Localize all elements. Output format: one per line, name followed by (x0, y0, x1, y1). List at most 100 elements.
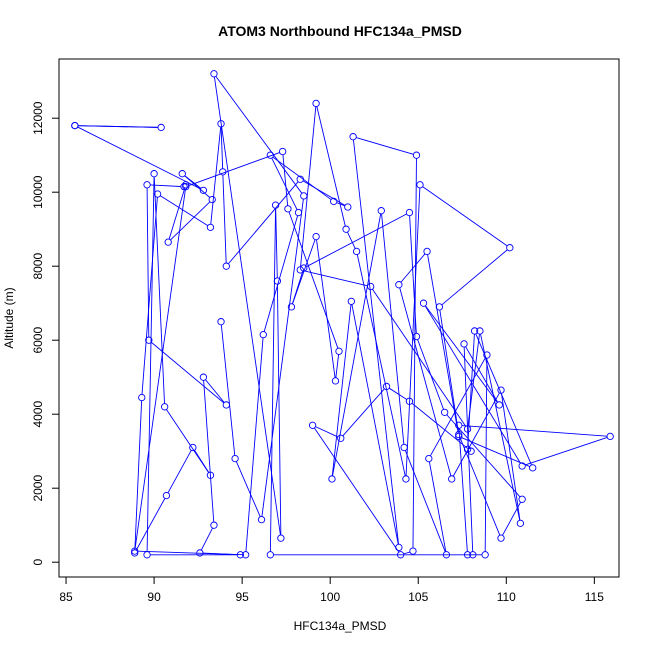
data-point (470, 327, 479, 335)
data-point (277, 534, 285, 542)
series-segment (342, 388, 385, 437)
data-point (196, 549, 204, 557)
data-point (271, 201, 280, 209)
series-segment (427, 254, 459, 434)
series-segment (222, 175, 227, 264)
series-segment (288, 211, 339, 349)
data-point (395, 281, 403, 289)
series-segment (150, 341, 225, 404)
data-point (330, 197, 338, 206)
data-point (405, 397, 414, 405)
data-point (405, 208, 414, 217)
series-segment (475, 333, 532, 466)
y-tick-label: 4000 (31, 401, 45, 428)
data-point (412, 151, 421, 159)
data-point (435, 303, 444, 311)
data-point (284, 205, 292, 213)
series-segment (291, 270, 304, 304)
data-point (516, 519, 525, 527)
data-point (460, 340, 468, 348)
data-point (157, 123, 165, 132)
data-point (300, 264, 308, 272)
data-point (222, 401, 230, 409)
data-point (217, 318, 225, 326)
data-point (131, 547, 139, 555)
series-segment (525, 436, 608, 466)
data-point (145, 336, 153, 344)
y-tick-label: 12000 (31, 101, 45, 135)
data-point (352, 247, 361, 256)
series-segment (347, 231, 356, 249)
data-point (400, 443, 408, 452)
series-segment (282, 154, 289, 206)
data-point (278, 147, 287, 156)
data-point (448, 475, 456, 483)
data-point (419, 299, 428, 307)
series-segment (461, 425, 608, 437)
series-segment (205, 379, 225, 403)
series-segment (399, 287, 452, 476)
series-segment (200, 527, 213, 551)
data-point (199, 186, 208, 195)
data-point (395, 543, 403, 552)
data-point (217, 120, 225, 128)
data-point (182, 182, 190, 191)
data-point (182, 181, 190, 189)
data-point (296, 175, 304, 183)
series-points (71, 70, 614, 559)
data-point (210, 521, 218, 529)
data-point (206, 223, 215, 232)
data-point (441, 408, 449, 416)
data-point (377, 207, 385, 215)
data-point (257, 516, 266, 524)
data-point (178, 170, 186, 178)
series-segment (146, 176, 155, 552)
data-point (161, 403, 169, 411)
x-axis-label: HFC134a_PMSD (294, 619, 387, 633)
x-tick-label: 95 (235, 590, 249, 604)
data-point (164, 238, 172, 246)
data-point (335, 347, 343, 355)
data-point (143, 551, 151, 559)
data-point (312, 232, 320, 241)
series-segment (315, 426, 339, 438)
series-segment (467, 334, 475, 447)
data-point (476, 327, 484, 335)
series-segment (351, 304, 399, 545)
series-segment (184, 175, 211, 198)
series-segment (352, 139, 399, 545)
data-point (518, 462, 526, 470)
data-point (242, 551, 250, 559)
series-segment (458, 428, 468, 552)
data-point (294, 208, 303, 217)
x-tick-label: 100 (320, 590, 340, 604)
series-segment (276, 284, 282, 535)
data-point (153, 190, 162, 198)
series-segment (381, 213, 405, 445)
series-segment (405, 187, 421, 476)
x-tick-label: 115 (585, 590, 604, 604)
data-point (180, 182, 188, 191)
data-point (222, 262, 230, 270)
data-point (483, 351, 491, 359)
y-tick-label: 8000 (31, 253, 45, 280)
series-segment (403, 551, 411, 555)
series-segment (77, 126, 201, 190)
x-tick-label: 85 (59, 590, 73, 604)
series-segment (400, 253, 426, 283)
series-segment (263, 215, 299, 332)
data-point (210, 70, 218, 78)
data-point (259, 330, 267, 339)
data-point (495, 401, 503, 409)
series-segment (388, 387, 407, 400)
data-point (199, 373, 208, 381)
data-point (349, 133, 357, 141)
data-point (347, 297, 355, 305)
data-point (442, 551, 451, 559)
series-segment (356, 137, 414, 155)
data-point (606, 432, 614, 441)
series-segment (272, 156, 332, 200)
series-segment (502, 501, 522, 536)
data-point (219, 168, 227, 176)
